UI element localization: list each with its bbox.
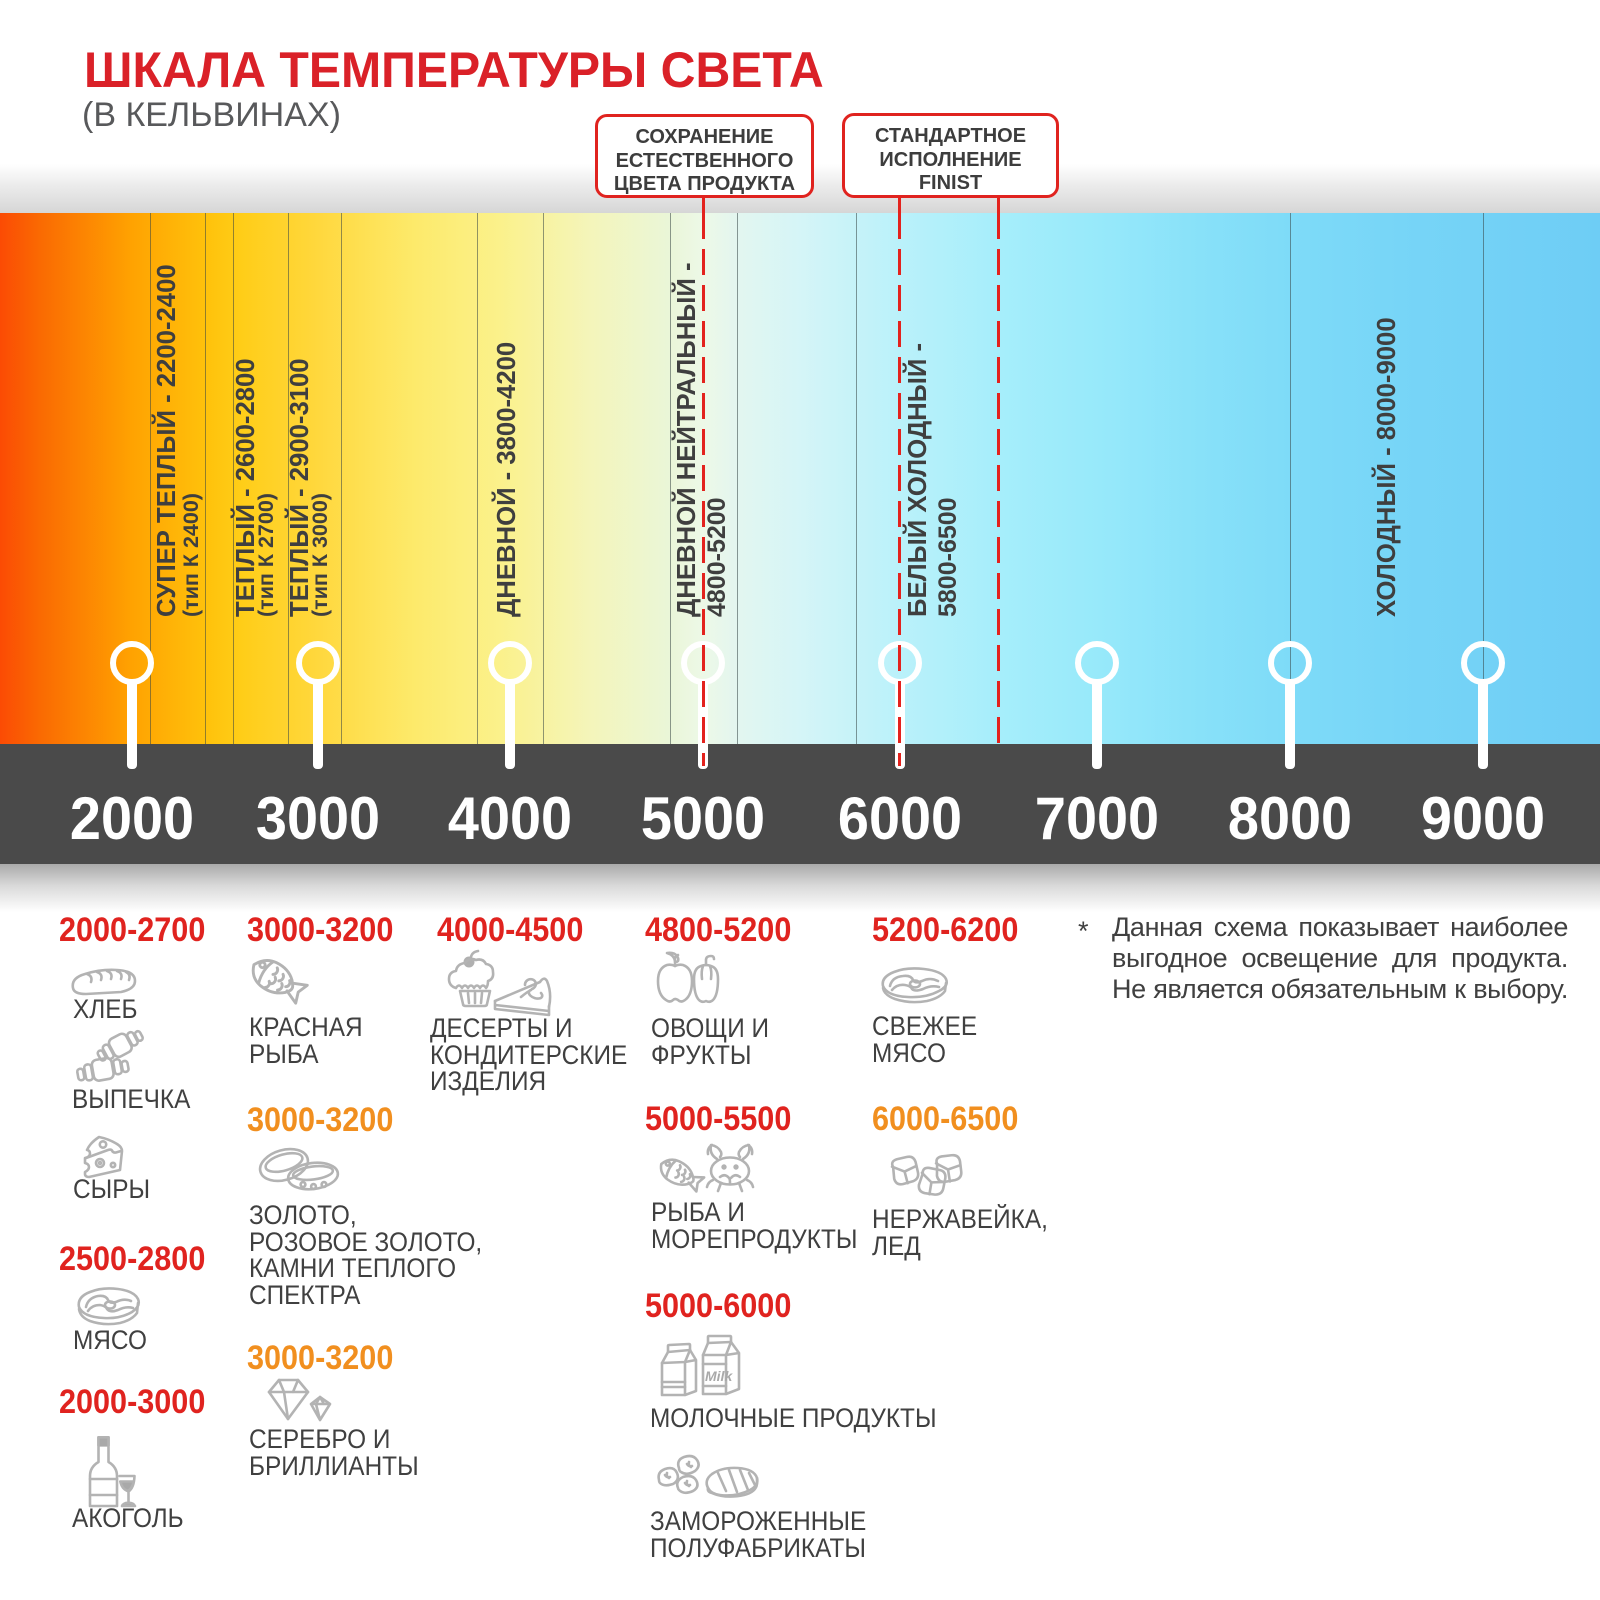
svg-text:Milk: Milk: [705, 1368, 733, 1384]
